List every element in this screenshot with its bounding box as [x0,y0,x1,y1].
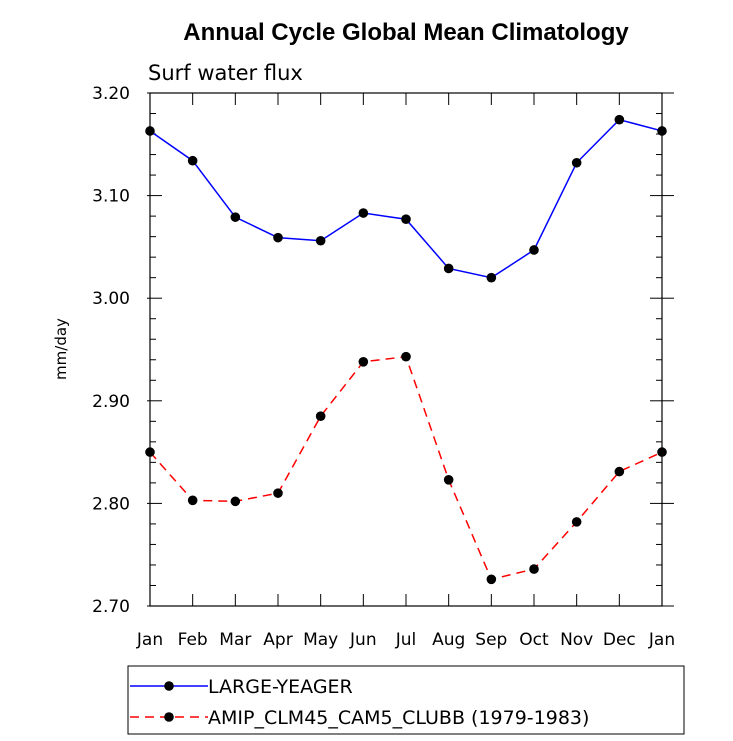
y-tick-label: 3.20 [92,84,130,104]
legend-label: AMIP_CLM45_CAM5_CLUBB (1979-1983) [208,707,589,729]
data-point [529,245,539,255]
x-tick-label: Jan [136,630,163,650]
data-point [401,214,411,224]
data-point [486,574,497,585]
data-point [358,357,369,367]
y-tick-label: 2.70 [92,597,130,617]
data-point [145,447,155,457]
x-tick-label: Nov [560,630,593,650]
legend-label: LARGE-YEAGER [208,676,353,698]
series-1 [145,114,667,283]
data-point [145,126,155,136]
y-axis: 2.70 2.80 2.90 3.00 3.10 3.20 [92,84,674,617]
x-tick-label: Sep [475,630,507,650]
series-2 [145,351,667,585]
y-tick-label: 2.80 [92,494,130,514]
y-tick-label: 3.00 [92,289,130,309]
legend-marker [164,681,174,691]
data-point [443,475,454,485]
data-point [187,155,198,166]
data-point [571,157,582,168]
y-tick-label: 3.10 [92,187,130,207]
data-point [614,114,625,125]
x-tick-label: Oct [519,630,549,650]
data-point [315,235,326,246]
data-point [230,212,241,222]
y-axis-label: mm/day [52,318,70,380]
plot-frame [149,92,663,607]
data-point [315,411,326,421]
data-point [486,272,497,283]
data-point [529,564,539,574]
data-point [273,232,283,243]
x-tick-label: Jun [349,630,377,650]
data-point [657,447,667,457]
series-line [149,355,663,581]
data-point [187,495,198,506]
y-tick-label: 2.90 [92,392,130,412]
data-point [443,263,454,274]
x-tick-label: Jul [395,630,417,650]
series-line [149,118,663,279]
data-point [614,466,625,477]
x-tick-label: May [303,630,338,650]
data-point [657,126,667,136]
legend: LARGE-YEAGER AMIP_CLM45_CAM5_CLUBB (1979-… [127,665,685,735]
x-axis: Jan Feb Mar Apr May Jun Jul Aug Sep Oct Nov Dec Jan [136,93,675,650]
data-point [273,488,283,498]
x-tick-label: Feb [178,630,208,650]
x-tick-label: Apr [263,630,292,650]
data-point [401,351,411,362]
data-point [571,517,582,527]
x-tick-label: Aug [432,630,465,650]
x-tick-label: Dec [603,630,636,650]
chart-title: Annual Cycle Global Mean Climatology [183,19,629,46]
legend-marker [164,712,174,722]
data-point [230,496,241,507]
data-point [358,208,369,218]
chart-subtitle: Surf water flux [148,61,303,85]
legend-box [127,665,685,735]
series-layer [145,114,667,585]
x-tick-label: Jan [648,630,675,650]
x-tick-label: Mar [219,630,251,650]
